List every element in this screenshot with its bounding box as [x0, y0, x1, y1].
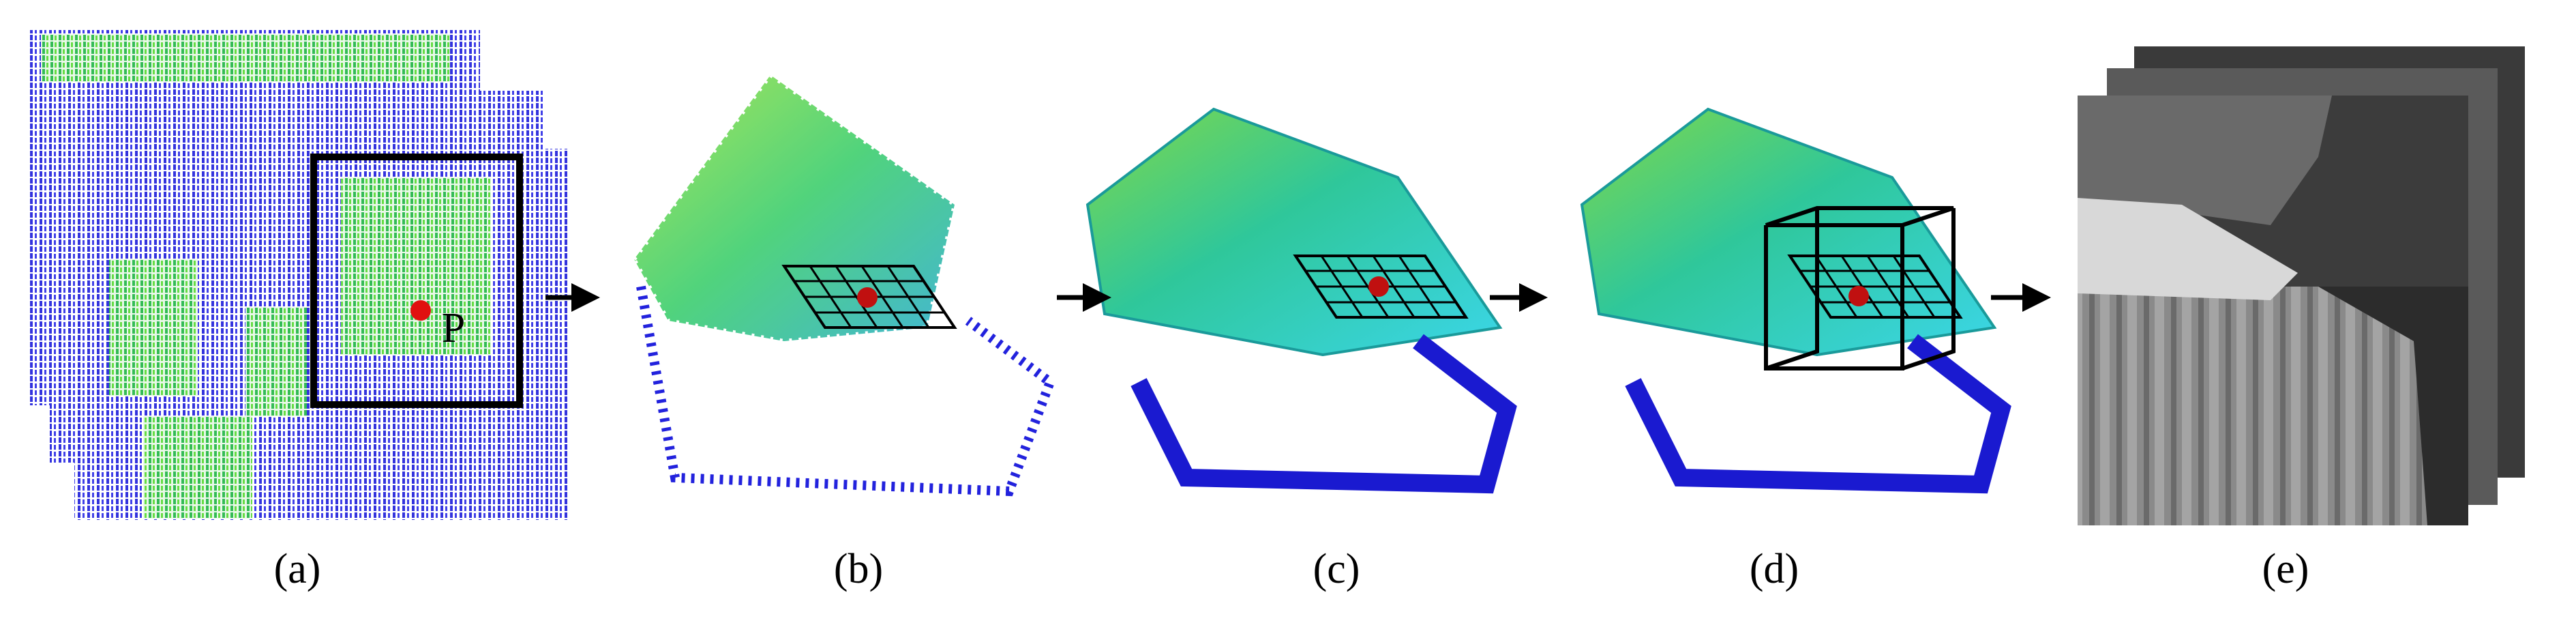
panel-e	[2078, 46, 2525, 525]
panel-label: (d)	[1750, 546, 1799, 592]
panel-label: (b)	[834, 546, 883, 592]
panel-label: (e)	[2262, 546, 2309, 592]
panel-label: (a)	[274, 546, 321, 592]
panel-label: (c)	[1313, 546, 1360, 592]
panel-b	[631, 72, 1056, 497]
panel-a: P	[30, 30, 569, 520]
panel-d	[1580, 107, 2011, 494]
panel-c	[1085, 107, 1517, 494]
point-label: P	[442, 305, 465, 351]
